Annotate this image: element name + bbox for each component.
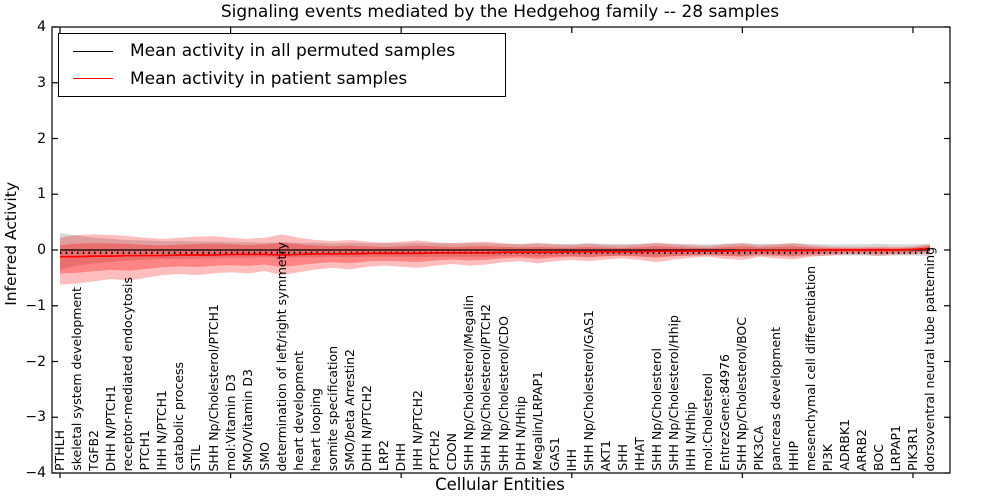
x-category-label: receptor-mediated endocytosis bbox=[120, 276, 136, 471]
patient-mean-line bbox=[60, 247, 931, 258]
x-category-label: LRPAP1 bbox=[887, 424, 903, 471]
x-category-label: GAS1 bbox=[546, 436, 562, 471]
x-category-label: BOC bbox=[870, 444, 886, 471]
legend-item-permuted: Mean activity in all permuted samples bbox=[59, 41, 505, 61]
x-category-label: SMO/Vitamin D3 bbox=[239, 368, 255, 471]
y-tick-label: 3 bbox=[37, 74, 46, 91]
x-category-label: heart looping bbox=[307, 387, 323, 471]
x-category-label: Megalin/LRPAP1 bbox=[529, 371, 545, 471]
x-category-label: skeletal system development bbox=[69, 287, 85, 471]
y-tick-label: 0 bbox=[37, 242, 46, 258]
patient-line-swatch bbox=[73, 78, 113, 80]
x-category-label: dorsoventral neural tube patterning bbox=[922, 246, 937, 472]
x-category-label: somite specification bbox=[324, 345, 340, 471]
patient-range-band bbox=[60, 234, 930, 285]
x-category-label: HHAT bbox=[632, 436, 647, 471]
permuted-line-swatch bbox=[73, 50, 113, 52]
x-category-label: EntrezGene:84976 bbox=[717, 354, 733, 471]
x-category-label: ADRBK1 bbox=[836, 419, 852, 471]
permuted-range-band bbox=[60, 233, 930, 270]
x-category-label: IHH N/Hhip bbox=[683, 402, 699, 471]
x-category-label: SHH Np/Cholesterol/PTCH2 bbox=[478, 303, 494, 472]
x-category-label: IHH bbox=[563, 448, 579, 472]
y-tick-label: 2 bbox=[37, 130, 46, 147]
legend-label: Mean activity in all permuted samples bbox=[130, 41, 456, 62]
y-tick-label: −3 bbox=[25, 409, 46, 426]
x-category-label: DHH N/Hhip bbox=[512, 396, 528, 471]
chart-title: Signaling events mediated by the Hedgeho… bbox=[220, 2, 780, 22]
x-category-label: PI3K bbox=[819, 443, 835, 471]
x-category-label: SHH Np/Cholesterol/Hhip bbox=[666, 315, 682, 471]
x-category-label: SHH Np/Cholesterol/CDO bbox=[495, 315, 511, 471]
x-category-label: LRP2 bbox=[376, 439, 392, 471]
x-category-label: catabolic process bbox=[171, 362, 187, 471]
x-category-label: PTCH1 bbox=[137, 430, 153, 471]
x-category-label: IHH N/PTCH2 bbox=[410, 390, 426, 471]
x-category-label: SHH Np/Cholesterol bbox=[649, 348, 665, 471]
y-tick-label: −2 bbox=[25, 353, 46, 370]
x-category-label: DHH N/PTCH2 bbox=[359, 384, 375, 471]
x-category-label: DHH N/PTCH1 bbox=[103, 384, 119, 471]
x-category-label: PTHLH bbox=[52, 430, 67, 471]
x-category-label: mol:Vitamin D3 bbox=[222, 374, 238, 471]
legend-item-patient: Mean activity in patient samples bbox=[59, 69, 505, 89]
x-category-label: PIK3CA bbox=[751, 426, 767, 471]
y-tick-label: −1 bbox=[25, 297, 46, 314]
y-tick-label: −4 bbox=[25, 465, 46, 481]
x-category-label: AKT1 bbox=[597, 439, 613, 471]
x-category-label: SMO/beta Arrestin2 bbox=[342, 349, 357, 471]
legend-label: Mean activity in patient samples bbox=[130, 68, 408, 89]
x-category-label: SMO bbox=[256, 442, 272, 471]
x-category-label: SHH Np/Cholesterol/GAS1 bbox=[580, 309, 596, 471]
x-category-label: PIK3R1 bbox=[904, 426, 920, 471]
x-category-label: HHIP bbox=[785, 440, 801, 471]
x-category-label: mol:Cholesterol bbox=[700, 372, 716, 471]
legend: Mean activity in all permuted samples Me… bbox=[58, 33, 506, 97]
x-category-label: STIL bbox=[188, 444, 204, 471]
x-category-label: ARRB2 bbox=[853, 428, 869, 471]
x-category-label: heart development bbox=[290, 351, 306, 471]
x-category-label: SHH bbox=[614, 444, 630, 471]
x-category-label: SHH Np/Cholesterol/Megalin bbox=[461, 295, 477, 471]
x-category-label: determination of left/right symmetry bbox=[273, 241, 289, 472]
x-category-label: pancreas development bbox=[768, 327, 784, 471]
x-category-label: TGFB2 bbox=[86, 429, 102, 471]
x-axis-label: Cellular Entities bbox=[435, 475, 565, 494]
x-category-label: IHH N/PTCH1 bbox=[154, 390, 170, 471]
y-tick-label: 4 bbox=[37, 19, 46, 35]
x-category-label: SHH Np/Cholesterol/PTCH1 bbox=[205, 303, 221, 472]
x-category-label: PTCH2 bbox=[427, 430, 443, 471]
x-category-label: DHH bbox=[393, 442, 409, 471]
x-category-label: SHH Np/Cholesterol/BOC bbox=[734, 317, 750, 471]
x-category-label: mesenchymal cell differentiation bbox=[802, 265, 818, 471]
x-category-label: CDON bbox=[444, 433, 460, 471]
y-tick-label: 1 bbox=[37, 186, 46, 203]
